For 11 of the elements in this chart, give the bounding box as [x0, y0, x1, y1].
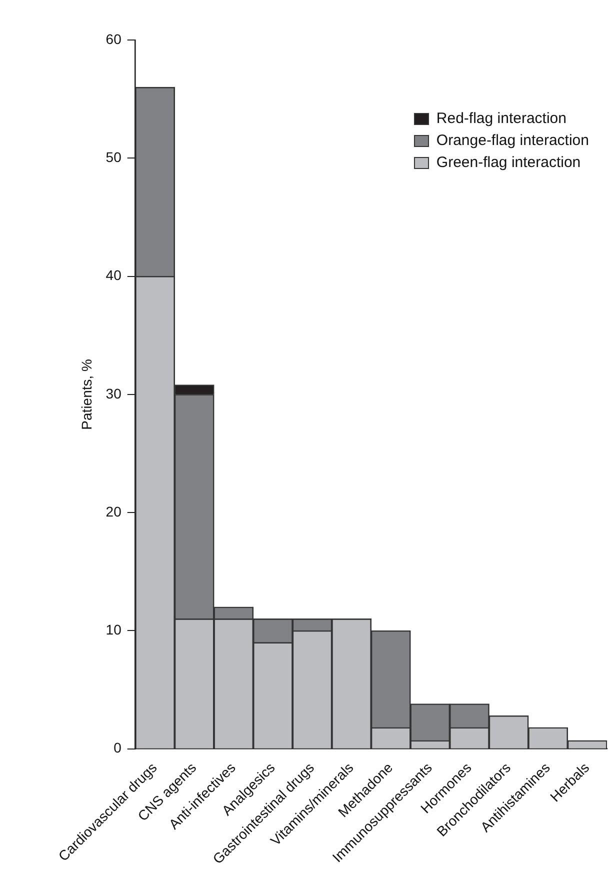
y-tick-label: 50: [106, 148, 122, 165]
y-tick-label: 30: [106, 385, 122, 402]
y-tick-label: 40: [106, 267, 122, 284]
legend-label: Orange-flag interaction: [436, 131, 589, 151]
legend-label: Green-flag interaction: [436, 153, 581, 173]
y-tick-label: 0: [114, 740, 122, 756]
y-axis-title: Patients, %: [78, 359, 94, 430]
y-tick-label: 10: [106, 622, 122, 638]
legend-label: Red-flag interaction: [436, 109, 566, 129]
y-tick-label: 60: [106, 30, 122, 47]
y-tick-label: 20: [106, 503, 122, 520]
